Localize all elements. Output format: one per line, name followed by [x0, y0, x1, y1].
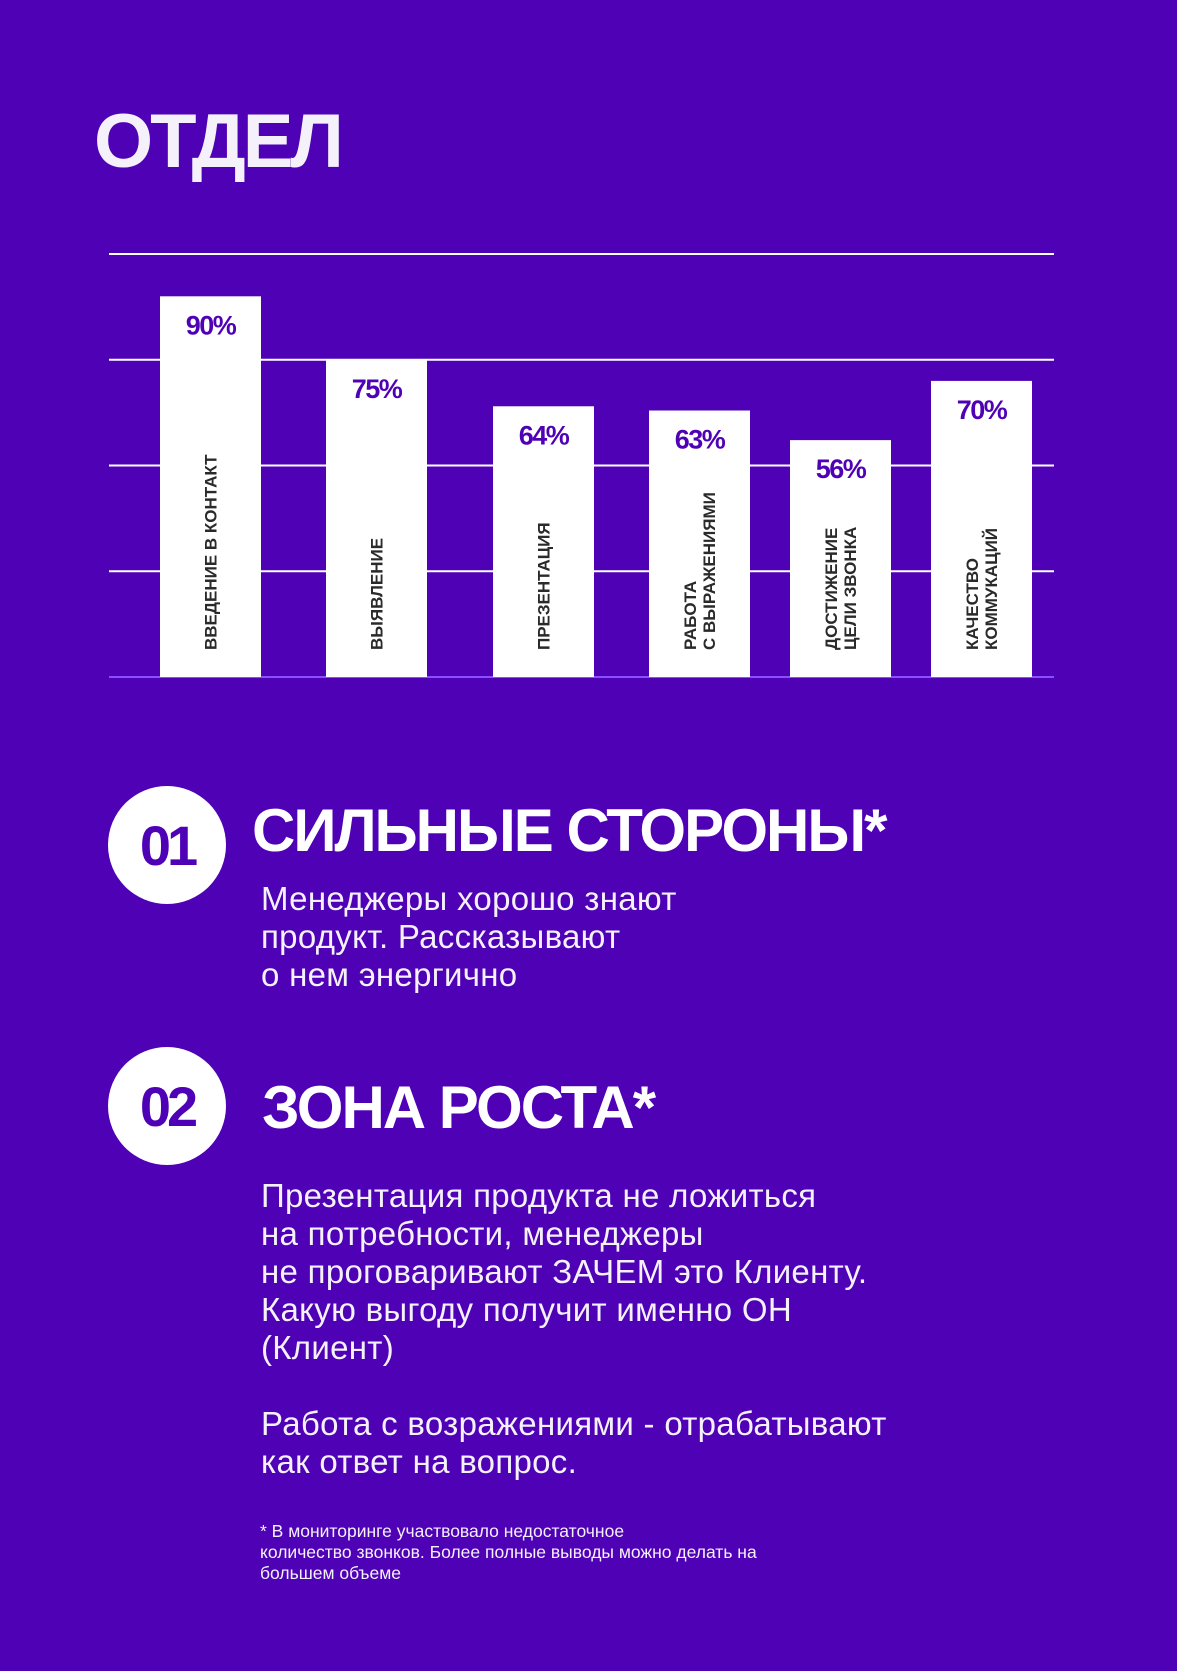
data-label: 90% — [186, 310, 237, 340]
data-label: 70% — [957, 395, 1008, 425]
bar — [931, 380, 1032, 677]
category-label: ПРЕЗЕНТАЦИЯ — [535, 522, 554, 650]
bar-chart: 90% ВВЕДЕНИЕ В КОНТАКТ 75% ВЫЯВЛЕНИЕ 64% ПРЕЗ… — [109, 253, 1054, 678]
category-label: ВВЕДЕНИЕ В КОНТАКТ — [202, 454, 221, 650]
strengths-text: Менеджеры хорошо знают продукт. Рассказы… — [261, 880, 677, 993]
strengths-heading: СИЛЬНЫЕ СТОРОНЫ* — [252, 797, 887, 864]
bar — [649, 410, 750, 677]
section-number-badge: 01 — [108, 786, 226, 904]
growth-heading: ЗОНА РОСТА* — [262, 1074, 656, 1141]
page-title: ОТДЕЛ — [94, 99, 344, 184]
growth-text: Презентация продукта не ложиться на потр… — [261, 1177, 887, 1480]
data-label: 63% — [675, 425, 726, 455]
section-number-badge: 02 — [108, 1047, 226, 1165]
category-label: ВЫЯВЛЕНИЕ — [368, 538, 387, 650]
category-label: КАЧЕСТВОКОММУКАЦИЙ — [963, 528, 1001, 650]
data-label: 56% — [816, 454, 867, 484]
bar — [493, 406, 594, 677]
bar — [790, 440, 891, 677]
bar — [326, 359, 427, 677]
bar — [160, 296, 261, 677]
data-label: 75% — [352, 374, 403, 404]
category-label: ДОСТИЖЕНИЕЦЕЛИ ЗВОНКА — [822, 527, 860, 650]
data-label: 64% — [519, 420, 570, 450]
footnote: * В мониторинге участвовало недостаточно… — [260, 1521, 757, 1583]
category-label: РАБОТАС ВЫРАЖЕНИЯМИ — [681, 492, 719, 650]
